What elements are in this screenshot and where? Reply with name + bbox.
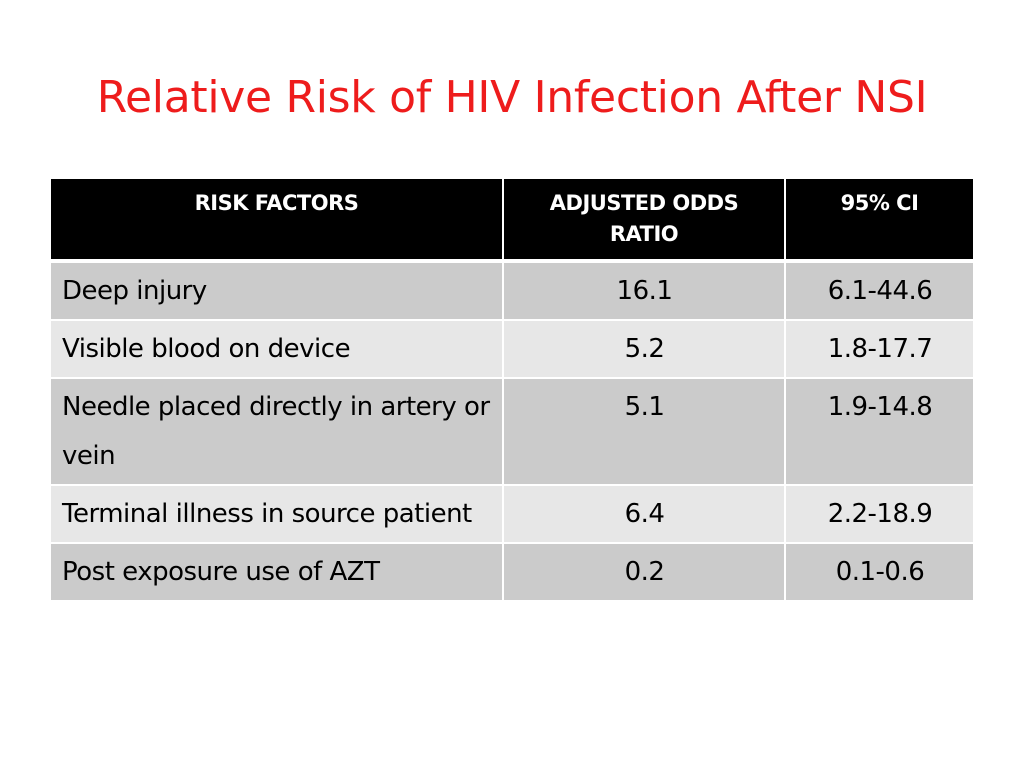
table-row: Deep injury 16.1 6.1-44.6 [51, 261, 973, 320]
risk-factor-cell: Deep injury [51, 261, 504, 320]
table-row: Visible blood on device 5.2 1.8-17.7 [51, 320, 973, 378]
table-row: Post exposure use of AZT 0.2 0.1-0.6 [51, 543, 973, 600]
header-confidence-interval: 95% CI [785, 179, 973, 261]
odds-ratio-cell: 6.4 [503, 485, 786, 543]
header-adjusted-odds-ratio: ADJUSTED ODDS RATIO [503, 179, 786, 261]
table-header-row: RISK FACTORS ADJUSTED ODDS RATIO 95% CI [51, 179, 973, 261]
confidence-interval-cell: 0.1-0.6 [785, 543, 973, 600]
table-row: Terminal illness in source patient 6.4 2… [51, 485, 973, 543]
odds-ratio-cell: 16.1 [503, 261, 786, 320]
risk-factor-cell: Terminal illness in source patient [51, 485, 504, 543]
odds-ratio-cell: 5.2 [503, 320, 786, 378]
slide-title: Relative Risk of HIV Infection After NSI [96, 72, 928, 123]
odds-ratio-cell: 5.1 [503, 378, 786, 485]
risk-factor-cell: Post exposure use of AZT [51, 543, 504, 600]
risk-factor-cell: Needle placed directly in artery or vein [51, 378, 504, 485]
confidence-interval-cell: 6.1-44.6 [785, 261, 973, 320]
odds-ratio-cell: 0.2 [503, 543, 786, 600]
confidence-interval-cell: 1.9-14.8 [785, 378, 973, 485]
table-row: Needle placed directly in artery or vein… [51, 378, 973, 485]
risk-factor-cell: Visible blood on device [51, 320, 504, 378]
confidence-interval-cell: 1.8-17.7 [785, 320, 973, 378]
confidence-interval-cell: 2.2-18.9 [785, 485, 973, 543]
header-risk-factors: RISK FACTORS [51, 179, 504, 261]
risk-factors-table: RISK FACTORS ADJUSTED ODDS RATIO 95% CI … [51, 179, 973, 600]
